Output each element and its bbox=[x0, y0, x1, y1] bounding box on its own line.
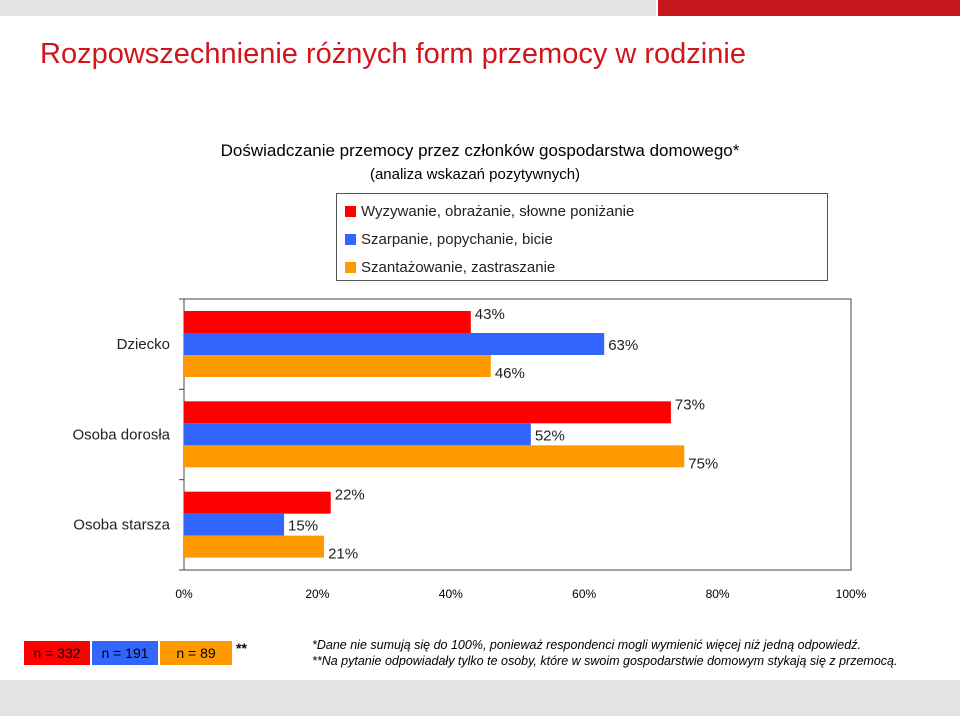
bar bbox=[184, 423, 531, 446]
footnote-1: *Dane nie sumują się do 100%, ponieważ r… bbox=[312, 638, 861, 652]
footnote-marker: ** bbox=[236, 640, 247, 656]
legend-label: Wyzywanie, obrażanie, słowne poniżanie bbox=[361, 202, 635, 220]
data-label: 73% bbox=[675, 396, 705, 413]
data-label: 52% bbox=[535, 427, 565, 444]
data-label: 63% bbox=[608, 337, 638, 354]
legend-label: Szantażowanie, zastraszanie bbox=[361, 258, 556, 276]
slide-title: Rozpowszechnienie różnych form przemocy … bbox=[40, 38, 746, 70]
bar bbox=[184, 513, 285, 536]
legend: Wyzywanie, obrażanie, słowne poniżanie S… bbox=[336, 193, 828, 281]
bar bbox=[184, 311, 471, 333]
top-bar-accent bbox=[658, 0, 960, 16]
legend-label: Szarpanie, popychanie, bicie bbox=[361, 230, 553, 248]
chart-subtitle: (analiza wskazań pozytywnych) bbox=[369, 166, 581, 183]
x-tick-label: 80% bbox=[706, 587, 730, 601]
chart-title: Doświadczanie przemocy przez członków go… bbox=[220, 141, 740, 160]
legend-swatch-red bbox=[345, 205, 356, 217]
x-tick-label: 40% bbox=[439, 587, 463, 601]
bar bbox=[184, 333, 605, 355]
category-label: Osoba starsza bbox=[73, 517, 170, 534]
bar bbox=[184, 535, 325, 558]
bottom-bar-decor bbox=[0, 680, 960, 716]
bar bbox=[184, 355, 491, 377]
data-label: 15% bbox=[288, 518, 318, 535]
sample-size-orange: n = 89 bbox=[160, 641, 232, 665]
data-label: 22% bbox=[335, 487, 365, 504]
sample-size-red: n = 332 bbox=[24, 641, 90, 665]
bar bbox=[184, 445, 685, 468]
legend-swatch-blue bbox=[345, 233, 356, 245]
bar bbox=[184, 491, 331, 514]
bar bbox=[184, 401, 671, 424]
footnote-2: **Na pytanie odpowiadały tylko te osoby,… bbox=[312, 654, 898, 668]
category-label: Dziecko bbox=[117, 336, 170, 353]
sample-size-blue: n = 191 bbox=[92, 641, 158, 665]
data-label: 75% bbox=[688, 455, 718, 472]
data-label: 46% bbox=[495, 365, 525, 382]
data-label: 43% bbox=[475, 306, 505, 323]
data-label: 21% bbox=[328, 546, 358, 563]
x-tick-label: 100% bbox=[836, 587, 867, 601]
legend-item-verbal: Wyzywanie, obrażanie, słowne poniżanie bbox=[345, 201, 634, 221]
legend-item-physical: Szarpanie, popychanie, bicie bbox=[345, 229, 553, 249]
x-tick-label: 60% bbox=[572, 587, 596, 601]
legend-swatch-orange bbox=[345, 261, 356, 273]
category-label: Osoba dorosła bbox=[72, 426, 170, 443]
x-tick-label: 0% bbox=[175, 587, 193, 601]
top-bar-decor bbox=[0, 0, 656, 16]
x-tick-label: 20% bbox=[305, 587, 329, 601]
legend-item-threats: Szantażowanie, zastraszanie bbox=[345, 257, 555, 277]
